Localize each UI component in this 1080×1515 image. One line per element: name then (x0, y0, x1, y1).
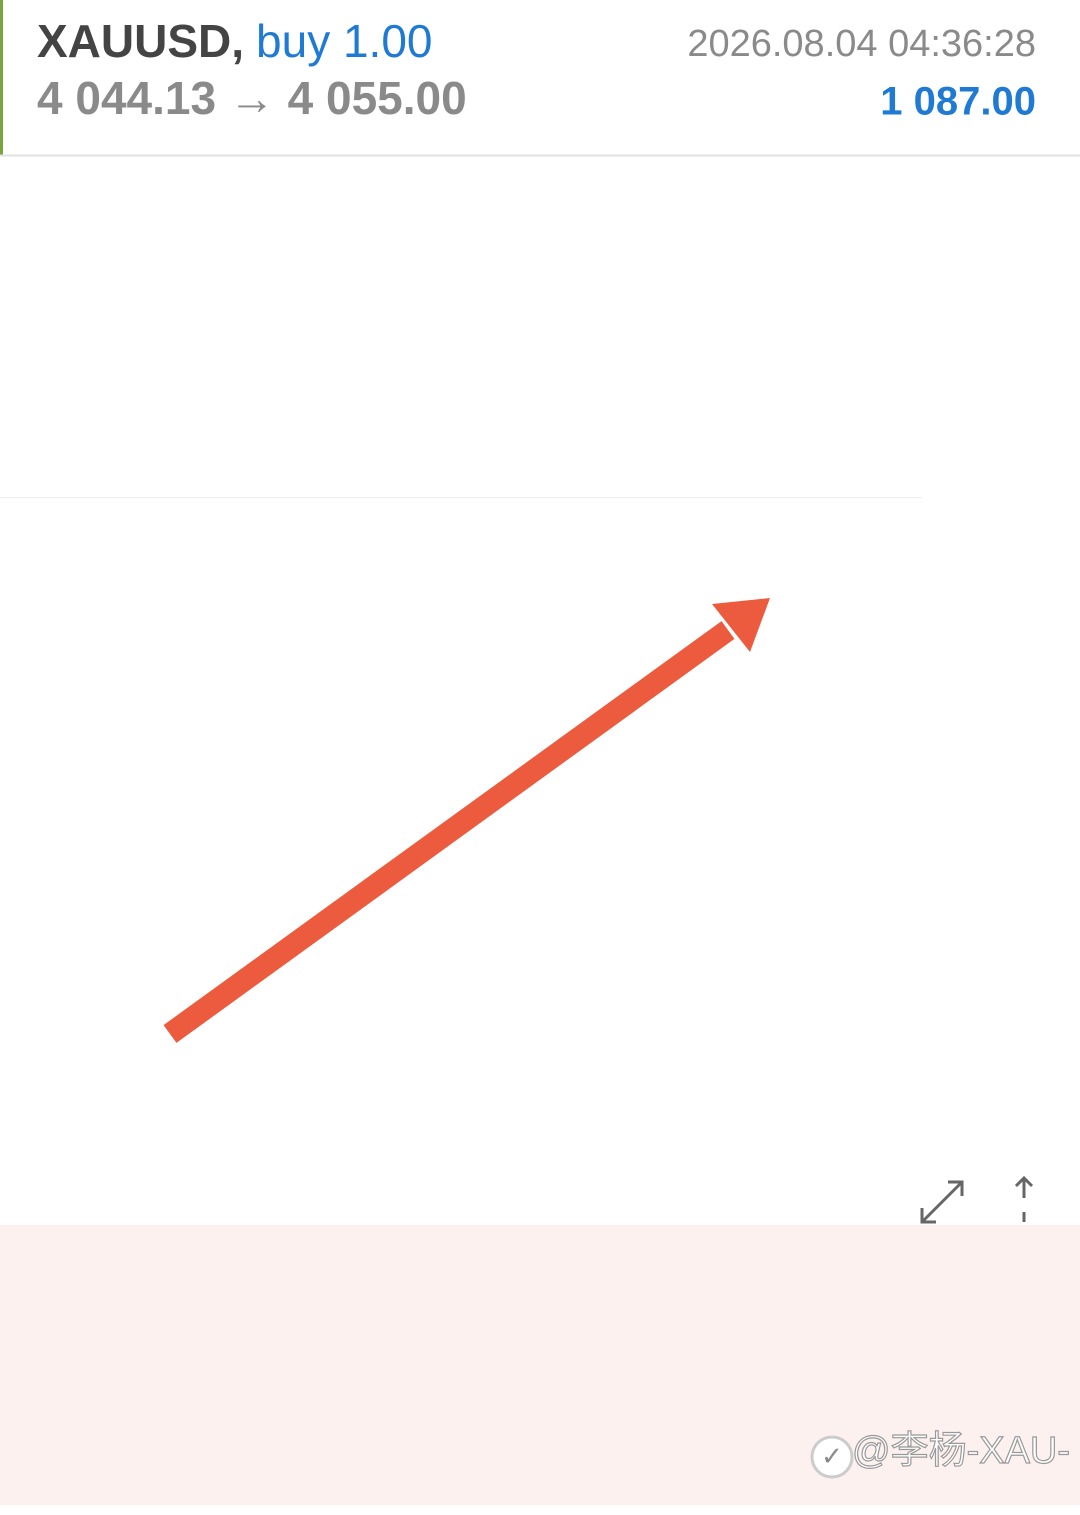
chart-controls[interactable] (920, 1175, 1034, 1224)
watermark: @李杨-XAU- (852, 1430, 1070, 1472)
order-type: buy 1.00 (256, 15, 432, 67)
timestamp: 2026.08.04 04:36:28 (687, 23, 1036, 65)
trend-arrow (163, 621, 735, 1043)
price-change: 4 044.13 → 4 055.00 (37, 72, 467, 124)
watermark-icon: ✓ (810, 1435, 854, 1479)
bottom-panel (0, 1225, 1080, 1505)
position-indicator (0, 0, 3, 155)
profit: 1 087.00 (880, 80, 1036, 124)
symbol[interactable]: XAUUSD, (37, 15, 244, 67)
trend-arrowhead (712, 598, 770, 652)
svg-text:✓: ✓ (821, 1441, 843, 1471)
